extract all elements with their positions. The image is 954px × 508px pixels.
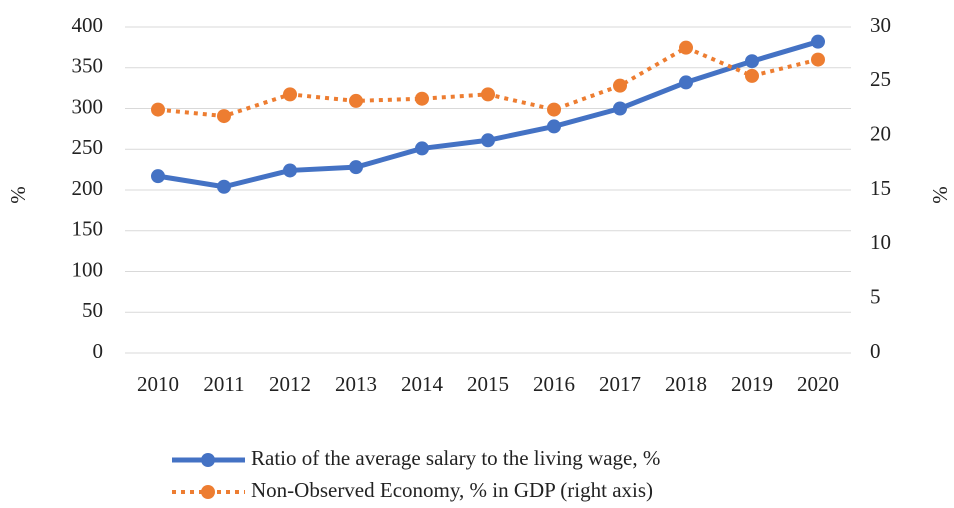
point-marker — [679, 40, 693, 55]
x-tick-label: 2017 — [599, 372, 641, 396]
y-tick-label: 400 — [72, 13, 104, 37]
point-marker — [151, 102, 165, 117]
y-tick-label: 200 — [72, 176, 104, 200]
point-marker — [283, 87, 297, 102]
x-tick-label: 2014 — [401, 372, 444, 396]
point-marker — [349, 160, 363, 175]
point-marker — [349, 93, 363, 108]
point-marker — [151, 169, 165, 184]
y2-tick-label: 15 — [870, 176, 891, 200]
point-marker — [283, 163, 297, 178]
point-marker — [679, 75, 693, 90]
y-tick-label: 100 — [72, 257, 104, 281]
point-marker — [415, 91, 429, 106]
point-marker — [613, 78, 627, 93]
x-tick-label: 2019 — [731, 372, 773, 396]
y2-tick-label: 25 — [870, 67, 891, 91]
y-tick-label: 300 — [72, 94, 104, 118]
x-tick-label: 2018 — [665, 372, 707, 396]
point-marker — [547, 102, 561, 117]
series-line — [157, 39, 819, 190]
point-marker — [613, 101, 627, 116]
point-marker — [217, 179, 231, 194]
point-marker — [811, 52, 825, 67]
point-marker — [415, 141, 429, 156]
legend-label: Non-Observed Economy, % in GDP (right ax… — [251, 478, 653, 502]
point-marker — [745, 54, 759, 69]
point-marker — [745, 68, 759, 83]
point-marker — [217, 109, 231, 124]
point-marker — [811, 34, 825, 49]
x-tick-label: 2015 — [467, 372, 509, 396]
point-marker — [547, 119, 561, 134]
y2-tick-label: 30 — [870, 13, 891, 37]
x-tick-label: 2012 — [269, 372, 311, 396]
x-tick-label: 2011 — [203, 372, 244, 396]
x-tick-label: 2016 — [533, 372, 575, 396]
y-axis-label: % — [6, 186, 30, 204]
y2-tick-label: 10 — [870, 230, 891, 254]
y2-tick-label: 20 — [870, 121, 891, 145]
legend-marker — [201, 453, 215, 467]
x-tick-label: 2010 — [137, 372, 179, 396]
y2-axis-label: % — [928, 186, 952, 204]
y2-tick-label: 5 — [870, 284, 881, 308]
x-tick-label: 2013 — [335, 372, 377, 396]
y-tick-label: 50 — [82, 298, 103, 322]
legend-label: Ratio of the average salary to the livin… — [251, 446, 660, 470]
y-tick-label: 250 — [72, 135, 104, 159]
y-tick-label: 150 — [72, 217, 104, 241]
point-marker — [481, 133, 495, 148]
y-tick-label: 350 — [72, 54, 104, 78]
series-line — [157, 45, 819, 119]
y2-tick-label: 0 — [870, 339, 881, 363]
y-tick-label: 0 — [93, 339, 104, 363]
x-tick-label: 2020 — [797, 372, 839, 396]
legend-marker — [201, 485, 215, 499]
point-marker — [481, 87, 495, 102]
